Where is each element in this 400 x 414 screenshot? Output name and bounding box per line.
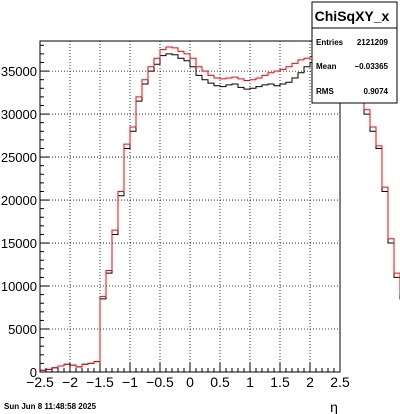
stats-entries-value: 2121209 bbox=[357, 38, 389, 47]
grid-lines bbox=[39, 41, 341, 373]
y-tick-label: 30000 bbox=[1, 107, 37, 122]
x-tick-label: −1 bbox=[122, 374, 138, 390]
stats-mean-value: −0.03365 bbox=[354, 62, 388, 71]
stats-entries-label: Entries bbox=[316, 38, 344, 47]
x-tick-label: 2.5 bbox=[330, 374, 350, 390]
y-tick-label: 5000 bbox=[8, 322, 37, 337]
y-tick-label: 10000 bbox=[1, 279, 37, 294]
stats-rms-value: 0.9074 bbox=[364, 87, 389, 96]
x-tick-label: 0 bbox=[186, 374, 194, 390]
stats-mean-label: Mean bbox=[316, 62, 337, 71]
histogram-series bbox=[39, 46, 400, 372]
x-tick-label: −1.5 bbox=[86, 374, 114, 390]
x-tick-label: −2.5 bbox=[26, 374, 54, 390]
stats-box: ChiSqXY_x Entries 2121209 Mean −0.03365 … bbox=[311, 1, 398, 104]
x-tick-label: 2 bbox=[306, 374, 314, 390]
x-tick-label: 1.5 bbox=[270, 374, 290, 390]
stats-title: ChiSqXY_x bbox=[315, 8, 390, 24]
y-tick-label: 25000 bbox=[1, 150, 37, 165]
x-tick-label: −0.5 bbox=[146, 374, 174, 390]
x-axis-label: η bbox=[330, 399, 338, 414]
histogram-series-0 bbox=[39, 53, 400, 372]
y-tick-label: 35000 bbox=[1, 64, 37, 79]
stats-rms-label: RMS bbox=[316, 87, 334, 96]
timestamp: Sun Jun 8 11:48:58 2025 bbox=[4, 402, 97, 411]
y-tick-label: 0 bbox=[30, 365, 37, 380]
histogram-series-1 bbox=[39, 46, 400, 372]
axis-ticks: −2.5 −2 −1.5 −1 −0.5 0 0.5 1 1.5 2 2.5 0 5000 10000 15… bbox=[1, 44, 350, 390]
y-tick-label: 20000 bbox=[1, 193, 37, 208]
x-tick-label: 0.5 bbox=[210, 374, 230, 390]
y-tick-label: 15000 bbox=[1, 236, 37, 251]
x-tick-label: −2 bbox=[62, 374, 78, 390]
x-tick-label: 1 bbox=[246, 374, 254, 390]
